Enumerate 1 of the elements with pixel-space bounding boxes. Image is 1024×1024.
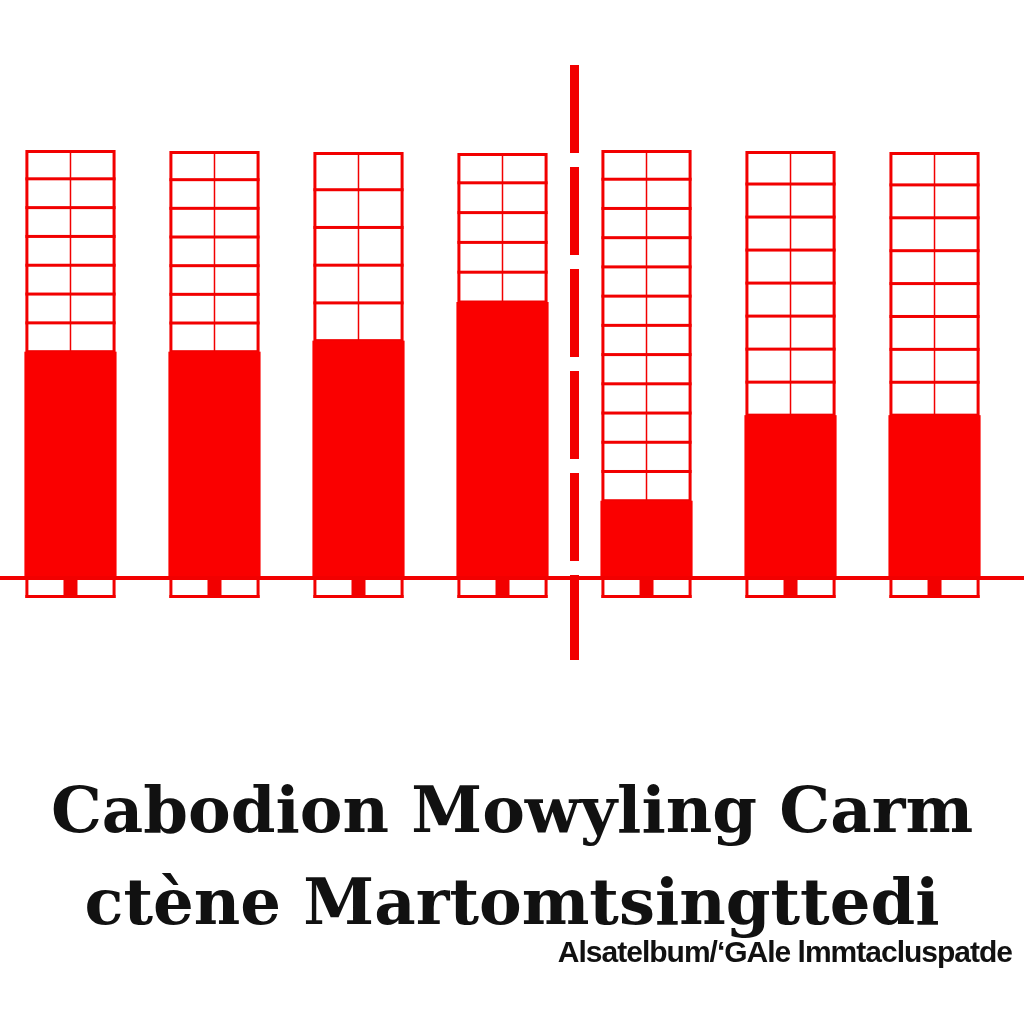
text: Cabodion Mowyling Carm ctène Martomtsingttedi xyxy=(50,772,974,939)
